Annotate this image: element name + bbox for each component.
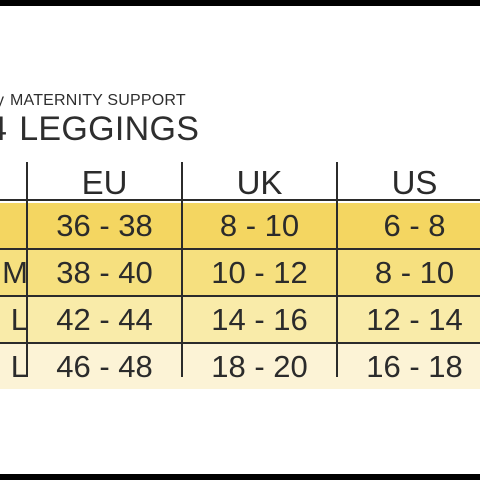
size-label xyxy=(0,203,28,248)
eu-size-cell: 36 - 38 xyxy=(56,208,153,243)
table-row: L 42 - 44 14 - 16 12 - 14 xyxy=(0,297,480,342)
us-size-cell: 12 - 14 xyxy=(366,302,463,337)
eu-size-cell: 42 - 44 xyxy=(56,302,153,337)
column-divider xyxy=(336,162,338,377)
uk-size-cell: 8 - 10 xyxy=(219,208,300,243)
column-header-eu: EU xyxy=(81,164,128,201)
row-divider xyxy=(0,342,480,344)
size-label: L xyxy=(10,349,28,384)
size-chart-card: y MATERNITY SUPPORT 4 LEGGINGS EU UK US 3… xyxy=(0,6,480,474)
table-row: M 38 - 40 10 - 12 8 - 10 xyxy=(0,250,480,295)
product-title: 4 LEGGINGS xyxy=(0,110,199,149)
uk-size-cell: 14 - 16 xyxy=(211,302,308,337)
column-header-us: US xyxy=(391,164,438,201)
table-row: L 46 - 48 18 - 20 16 - 18 xyxy=(0,344,480,389)
size-label: L xyxy=(10,302,28,337)
column-divider xyxy=(26,162,28,377)
uk-size-cell: 10 - 12 xyxy=(211,255,308,290)
table-row: 36 - 38 8 - 10 6 - 8 xyxy=(0,203,480,248)
header-divider xyxy=(0,199,480,201)
subtitle-prefix: y xyxy=(0,92,5,109)
subtitle-text: MATERNITY SUPPORT xyxy=(10,92,186,109)
eu-size-cell: 38 - 40 xyxy=(56,255,153,290)
column-divider xyxy=(181,162,183,377)
row-divider xyxy=(0,248,480,250)
us-size-cell: 8 - 10 xyxy=(374,255,455,290)
column-header-uk: UK xyxy=(236,164,283,201)
uk-size-cell: 18 - 20 xyxy=(211,349,308,384)
title-text: LEGGINGS xyxy=(19,110,200,148)
title-prefix: 4 xyxy=(0,110,7,148)
eu-size-cell: 46 - 48 xyxy=(56,349,153,384)
table-header-row: EU UK US xyxy=(0,160,480,205)
us-size-cell: 16 - 18 xyxy=(366,349,463,384)
product-subtitle: y MATERNITY SUPPORT xyxy=(0,92,186,110)
size-label: M xyxy=(2,255,28,290)
us-size-cell: 6 - 8 xyxy=(383,208,446,243)
row-divider xyxy=(0,295,480,297)
